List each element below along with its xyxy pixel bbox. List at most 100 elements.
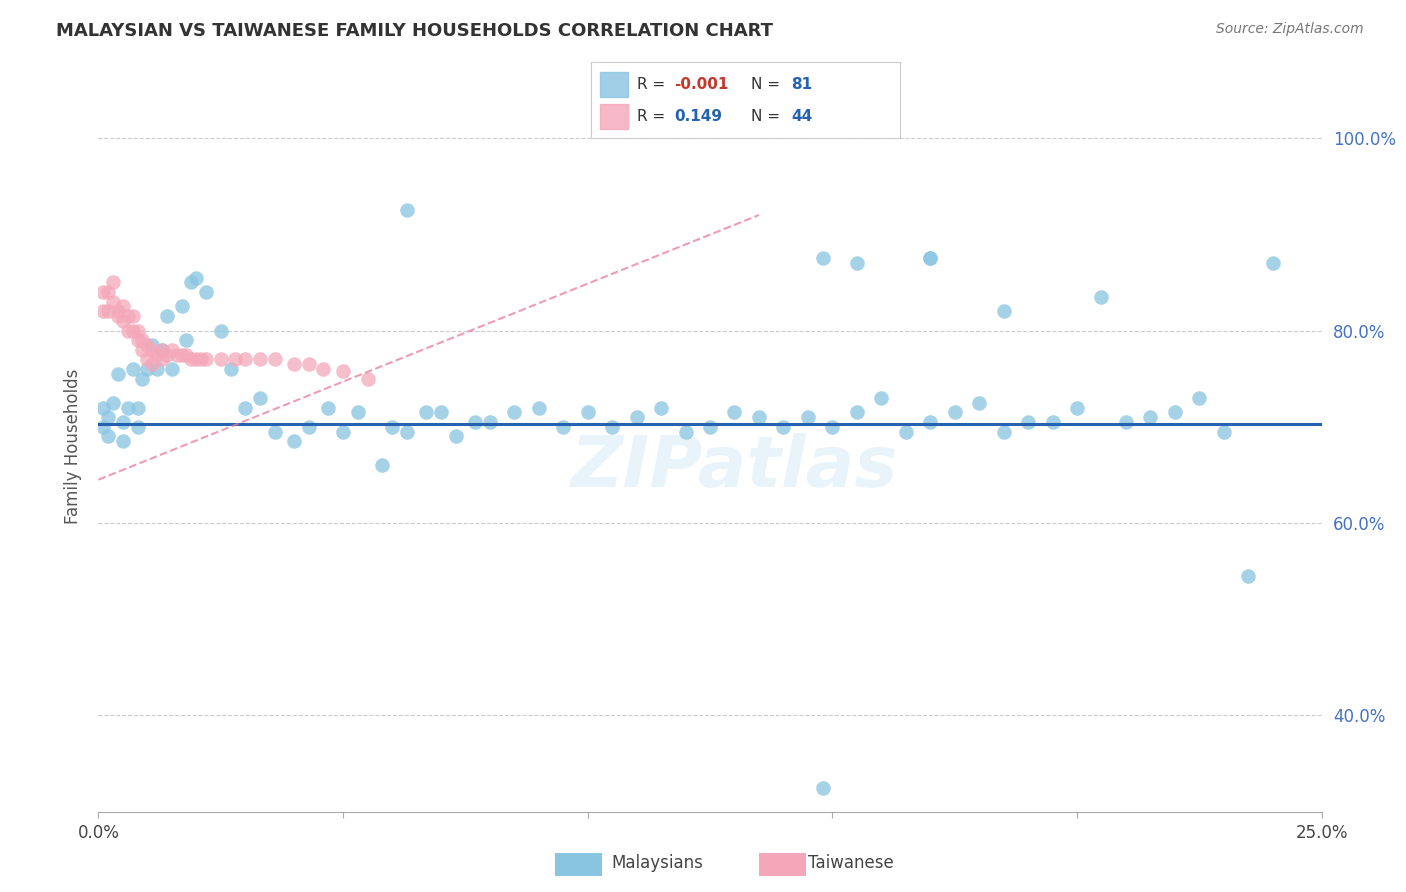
Point (381, 419, 404, 434)
Point (1017, 415, 1039, 429)
Point (675, 425, 697, 439)
Point (97, 410, 120, 425)
Point (107, 304, 129, 318)
Point (312, 362, 335, 376)
Point (811, 780, 834, 795)
Point (811, 252, 834, 266)
Point (101, 294, 124, 309)
Point (298, 357, 321, 371)
Point (1261, 256, 1284, 270)
Point (170, 348, 193, 362)
Point (195, 285, 218, 299)
Point (699, 419, 721, 434)
Point (1042, 415, 1064, 429)
Point (136, 352, 159, 367)
Point (1090, 290, 1112, 304)
Text: R =: R = (637, 77, 671, 92)
Point (107, 309, 129, 323)
Text: Malaysians: Malaysians (612, 855, 703, 872)
Point (136, 362, 159, 376)
Point (298, 419, 321, 434)
Point (464, 415, 486, 429)
Point (97, 429, 120, 443)
Point (101, 395, 124, 409)
Point (1115, 415, 1137, 429)
Point (332, 364, 354, 378)
Point (1066, 401, 1088, 415)
Point (371, 458, 394, 473)
Point (1139, 410, 1161, 425)
Point (131, 343, 153, 357)
Text: 81: 81 (792, 77, 813, 92)
Point (650, 401, 672, 415)
Point (111, 314, 134, 328)
Point (845, 405, 868, 419)
Point (576, 405, 599, 419)
Point (141, 338, 163, 352)
Text: 44: 44 (792, 109, 813, 124)
Point (117, 401, 139, 415)
Point (219, 362, 242, 376)
Bar (600, 72, 627, 96)
Point (870, 391, 893, 405)
Point (117, 324, 139, 338)
Point (127, 419, 149, 434)
Point (395, 425, 418, 439)
Point (920, 415, 942, 429)
Text: Taiwanese: Taiwanese (808, 855, 894, 872)
Point (894, 425, 917, 439)
Point (107, 367, 129, 381)
Point (127, 401, 149, 415)
Point (415, 405, 437, 419)
Point (748, 410, 770, 425)
Point (91, 401, 114, 415)
Point (190, 352, 212, 367)
Point (91, 285, 114, 299)
Point (224, 352, 246, 367)
Point (444, 429, 467, 443)
Point (186, 270, 208, 285)
Point (146, 348, 169, 362)
Point (91, 419, 114, 434)
Point (527, 401, 550, 415)
Point (1237, 569, 1260, 583)
Point (626, 410, 648, 425)
Point (91, 304, 114, 318)
Text: R =: R = (637, 109, 675, 124)
Y-axis label: Family Households: Family Households (63, 368, 82, 524)
Point (249, 352, 271, 367)
Point (127, 324, 149, 338)
Point (209, 324, 232, 338)
Point (797, 410, 820, 425)
Text: 0.149: 0.149 (673, 109, 723, 124)
Point (478, 415, 501, 429)
Point (160, 343, 183, 357)
Point (117, 309, 139, 323)
Point (395, 203, 418, 218)
Point (121, 362, 143, 376)
Point (920, 252, 942, 266)
Point (283, 434, 305, 449)
Point (150, 343, 173, 357)
Point (821, 419, 844, 434)
Point (150, 343, 173, 357)
Point (127, 333, 149, 347)
Text: MALAYSIAN VS TAIWANESE FAMILY HOUSEHOLDS CORRELATION CHART: MALAYSIAN VS TAIWANESE FAMILY HOUSEHOLDS… (56, 22, 773, 40)
Point (146, 362, 169, 376)
Point (283, 357, 305, 371)
Point (111, 300, 134, 314)
Point (121, 309, 143, 323)
Point (176, 348, 198, 362)
Point (845, 256, 868, 270)
Point (263, 352, 285, 367)
Text: N =: N = (751, 77, 785, 92)
Point (186, 352, 208, 367)
Point (233, 401, 256, 415)
Point (166, 348, 188, 362)
Point (97, 285, 120, 299)
Point (1188, 391, 1211, 405)
Point (111, 434, 134, 449)
Point (136, 338, 159, 352)
Point (346, 405, 368, 419)
Point (150, 352, 173, 367)
